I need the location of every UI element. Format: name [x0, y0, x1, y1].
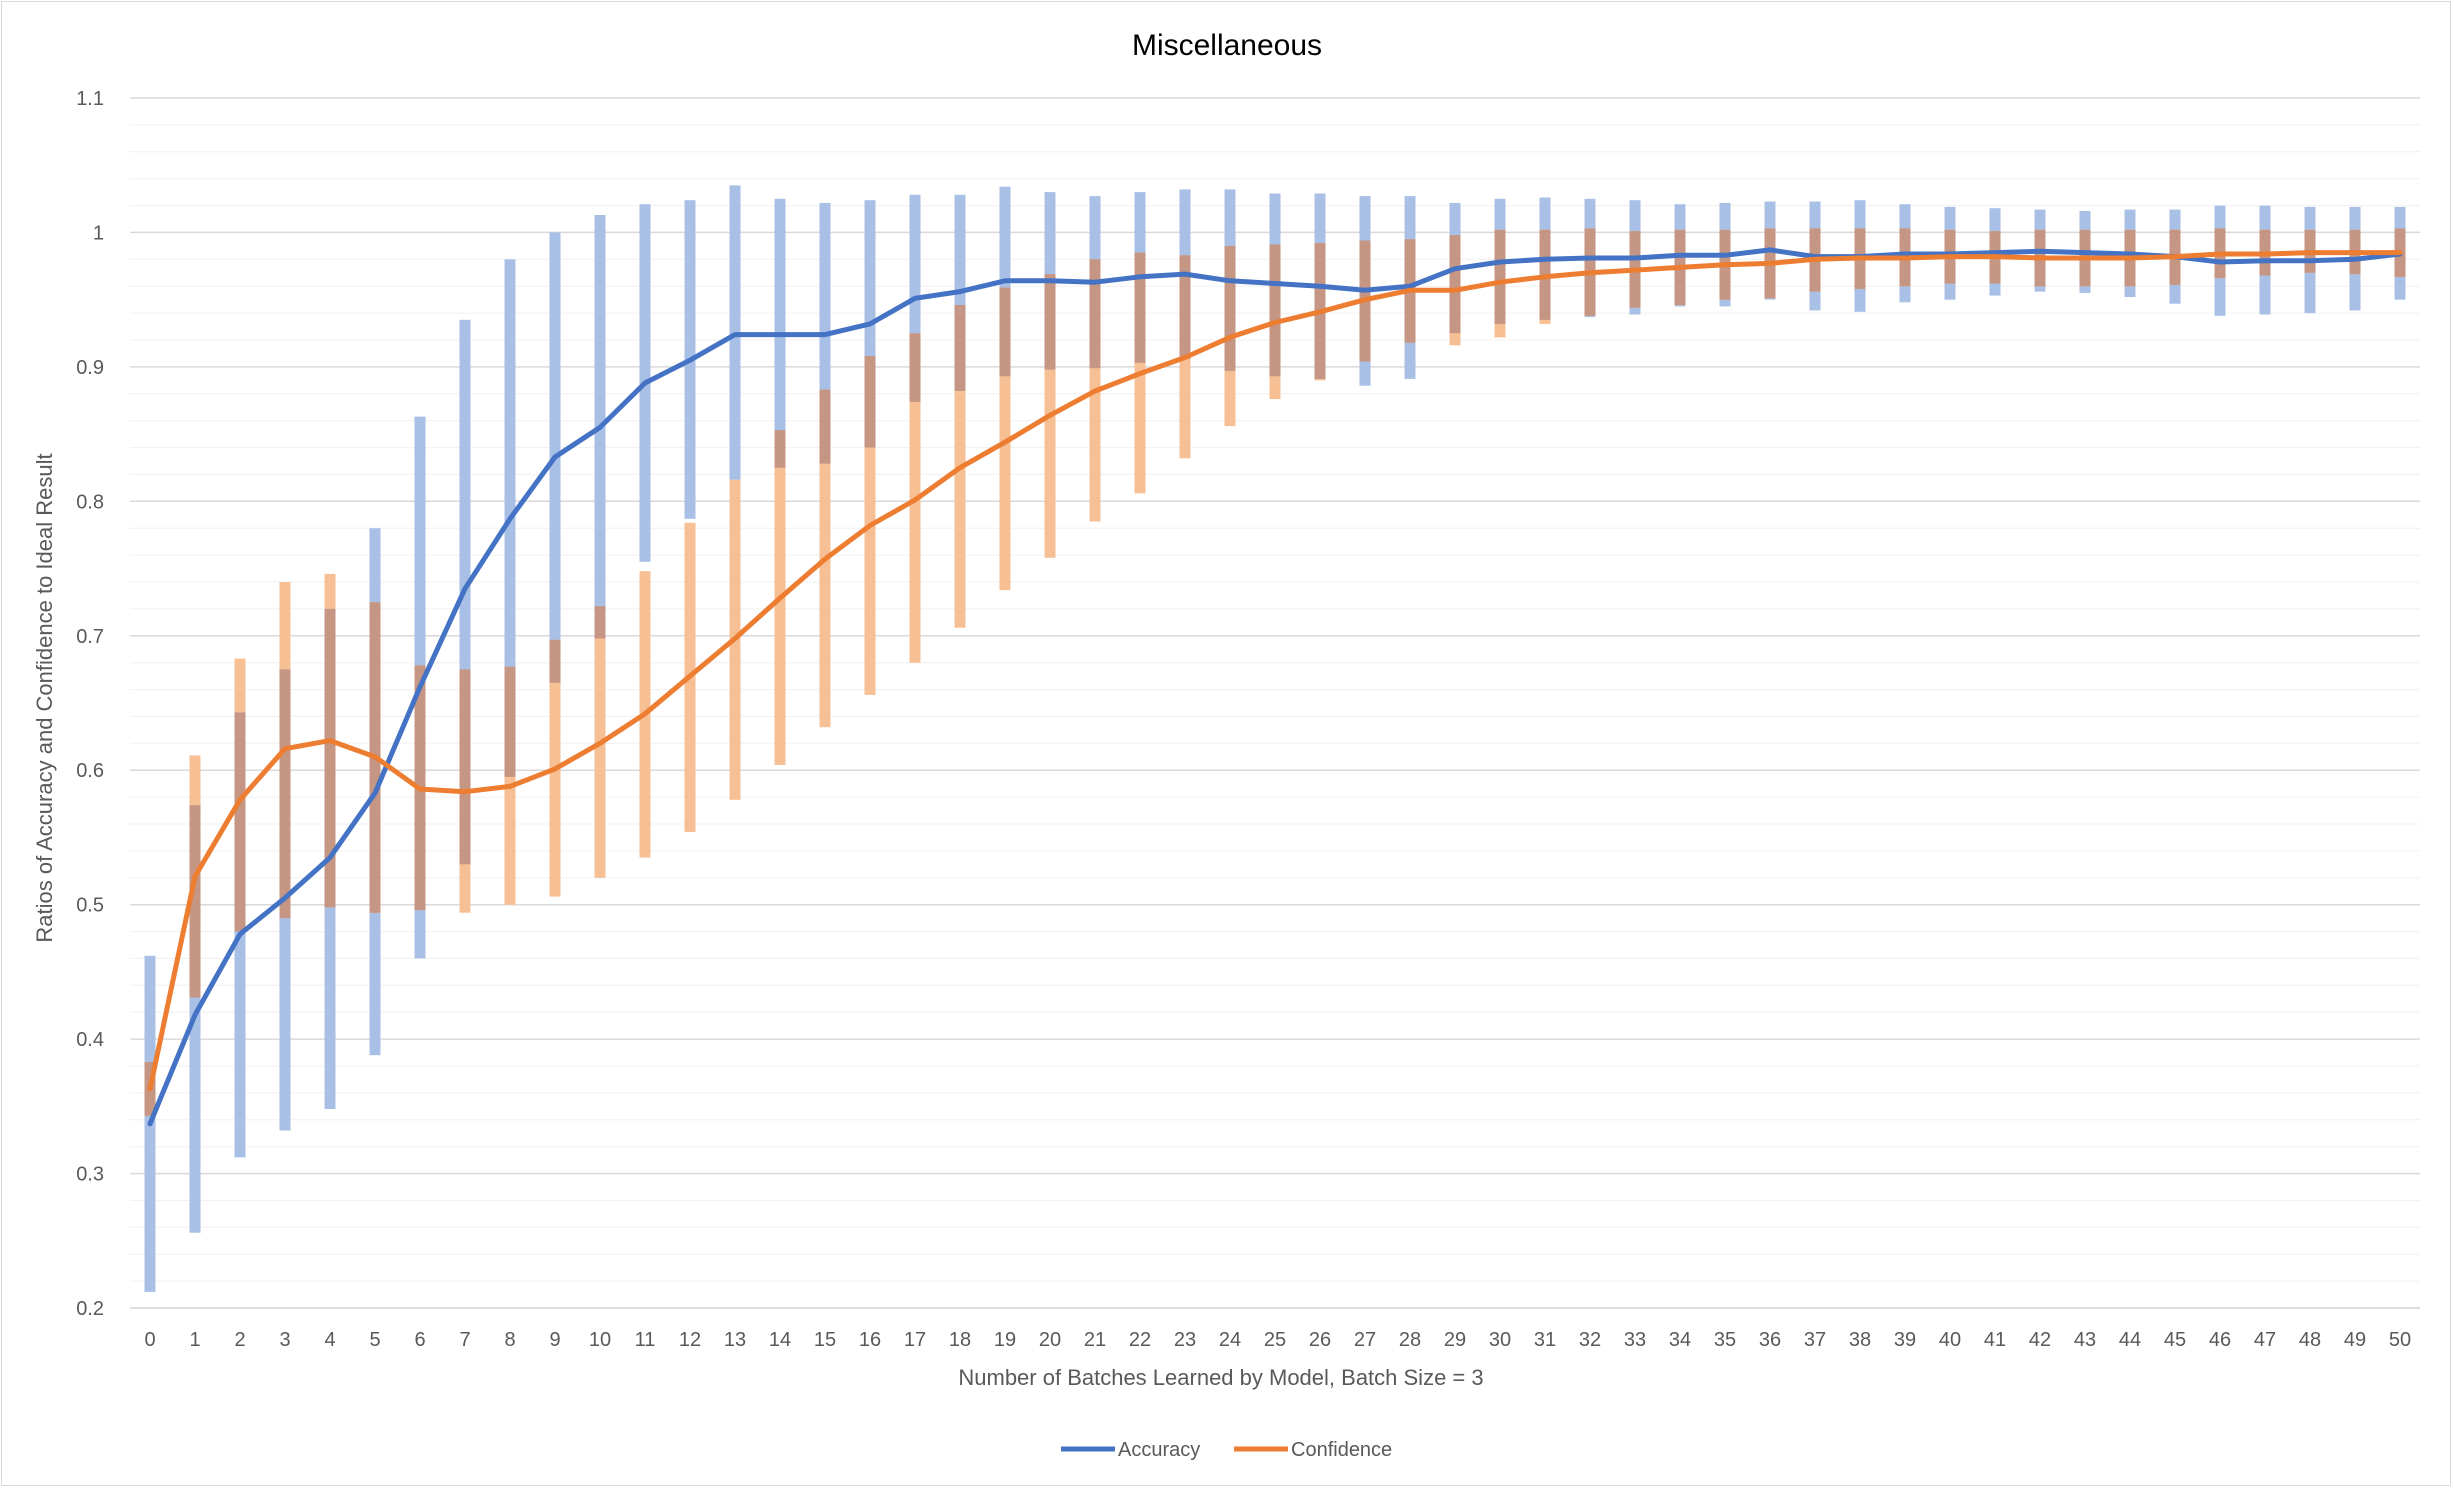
x-tick-label: 2 [234, 1329, 245, 1351]
x-tick-label: 46 [2209, 1329, 2231, 1351]
x-tick-label: 15 [814, 1329, 836, 1351]
x-tick-label: 12 [679, 1329, 701, 1351]
x-tick-label: 24 [1219, 1329, 1241, 1351]
y-tick-labels: 0.2 0.3 0.4 0.5 0.6 0.7 0.8 0.9 1 1.1 [76, 88, 104, 1320]
y-tick-label: 0.2 [76, 1298, 104, 1320]
x-tick-label: 37 [1804, 1329, 1826, 1351]
x-tick-label: 22 [1129, 1329, 1151, 1351]
overlap-error-bar [774, 430, 786, 468]
x-tick-label: 34 [1669, 1329, 1691, 1351]
legend-label-accuracy: Accuracy [1118, 1439, 1200, 1461]
x-tick-label: 25 [1264, 1329, 1286, 1351]
y-tick-label: 0.8 [76, 491, 104, 513]
confidence-line [147, 250, 2403, 1092]
overlap-error-bar [954, 305, 966, 391]
x-tick-label: 42 [2029, 1329, 2051, 1351]
y-tick-label: 1.1 [76, 88, 104, 110]
y-tick-label: 0.7 [76, 626, 104, 648]
x-tick-label: 32 [1579, 1329, 1601, 1351]
overlap-error-bar [1224, 245, 1236, 371]
x-tick-label: 18 [949, 1329, 971, 1351]
overlap-error-bar [1134, 252, 1146, 363]
y-tick-label: 1 [93, 222, 104, 244]
x-tick-label: 16 [859, 1329, 881, 1351]
x-tick-label: 29 [1444, 1329, 1466, 1351]
x-tick-label: 0 [144, 1329, 155, 1351]
overlap-error-bar [1179, 255, 1191, 359]
x-tick-label: 47 [2254, 1329, 2276, 1351]
x-tick-label: 45 [2164, 1329, 2186, 1351]
confidence-error-bar [999, 287, 1011, 591]
y-axis-label: Ratios of Accuracy and Confidence to Ide… [32, 453, 57, 942]
x-tick-label: 5 [369, 1329, 380, 1351]
overlap-error-bar [459, 669, 471, 865]
x-tick-labels: 0 1 2 3 4 5 6 7 8 9 10 11 12 13 14 15 16 17 18 19 20 21 22 23 24… [144, 1329, 2411, 1351]
y-tick-label: 0.9 [76, 357, 104, 379]
x-tick-label: 20 [1039, 1329, 1061, 1351]
error-bands [144, 185, 2406, 1292]
y-tick-label: 0.5 [76, 895, 104, 917]
accuracy-line [147, 247, 2403, 1127]
x-tick-label: 36 [1759, 1329, 1781, 1351]
overlap-error-bar [999, 287, 1011, 377]
x-tick-label: 40 [1939, 1329, 1961, 1351]
x-tick-label: 6 [414, 1329, 425, 1351]
x-tick-label: 38 [1849, 1329, 1871, 1351]
y-tick-label: 0.4 [76, 1029, 104, 1051]
x-tick-label: 7 [459, 1329, 470, 1351]
x-tick-label: 50 [2389, 1329, 2411, 1351]
x-tick-label: 49 [2344, 1329, 2366, 1351]
overlap-error-bar [864, 356, 876, 448]
x-tick-label: 21 [1084, 1329, 1106, 1351]
chart-title: Miscellaneous [1132, 29, 1322, 62]
overlap-error-bar [1449, 235, 1461, 334]
overlap-error-bar [189, 805, 201, 998]
x-tick-label: 8 [504, 1329, 515, 1351]
series-lines [147, 247, 2403, 1127]
overlap-error-bar [549, 639, 561, 683]
legend: Accuracy Confidence [1061, 1439, 1392, 1461]
legend-label-confidence: Confidence [1291, 1439, 1392, 1461]
x-tick-label: 31 [1534, 1329, 1556, 1351]
x-tick-label: 30 [1489, 1329, 1511, 1351]
x-tick-label: 48 [2299, 1329, 2321, 1351]
x-tick-label: 13 [724, 1329, 746, 1351]
overlap-error-bar [234, 712, 246, 932]
y-tick-label: 0.3 [76, 1164, 104, 1186]
x-tick-label: 27 [1354, 1329, 1376, 1351]
x-tick-label: 44 [2119, 1329, 2141, 1351]
x-tick-label: 39 [1894, 1329, 1916, 1351]
overlap-error-bar [594, 606, 606, 639]
x-tick-label: 35 [1714, 1329, 1736, 1351]
x-tick-label: 26 [1309, 1329, 1331, 1351]
overlap-error-bar [1044, 274, 1056, 370]
x-tick-label: 10 [589, 1329, 611, 1351]
x-tick-label: 43 [2074, 1329, 2096, 1351]
overlap-error-bar [324, 608, 336, 908]
x-tick-label: 41 [1984, 1329, 2006, 1351]
x-tick-label: 23 [1174, 1329, 1196, 1351]
overlap-error-bar [819, 389, 831, 464]
overlap-error-bar [279, 669, 291, 919]
overlap-error-bar [1089, 259, 1101, 369]
x-tick-label: 28 [1399, 1329, 1421, 1351]
x-axis-label: Number of Batches Learned by Model, Batc… [958, 1365, 1483, 1390]
x-tick-label: 17 [904, 1329, 926, 1351]
overlap-error-bar [909, 333, 921, 402]
x-tick-label: 9 [549, 1329, 560, 1351]
y-tick-label: 0.6 [76, 760, 104, 782]
x-tick-label: 14 [769, 1329, 791, 1351]
overlap-error-bar [504, 666, 516, 777]
x-tick-label: 33 [1624, 1329, 1646, 1351]
x-tick-label: 1 [189, 1329, 200, 1351]
x-tick-label: 19 [994, 1329, 1016, 1351]
overlap-error-bar [1494, 229, 1506, 324]
x-tick-label: 3 [279, 1329, 290, 1351]
x-tick-label: 11 [635, 1329, 656, 1351]
x-tick-label: 4 [324, 1329, 335, 1351]
overlap-error-bar [1269, 244, 1281, 377]
